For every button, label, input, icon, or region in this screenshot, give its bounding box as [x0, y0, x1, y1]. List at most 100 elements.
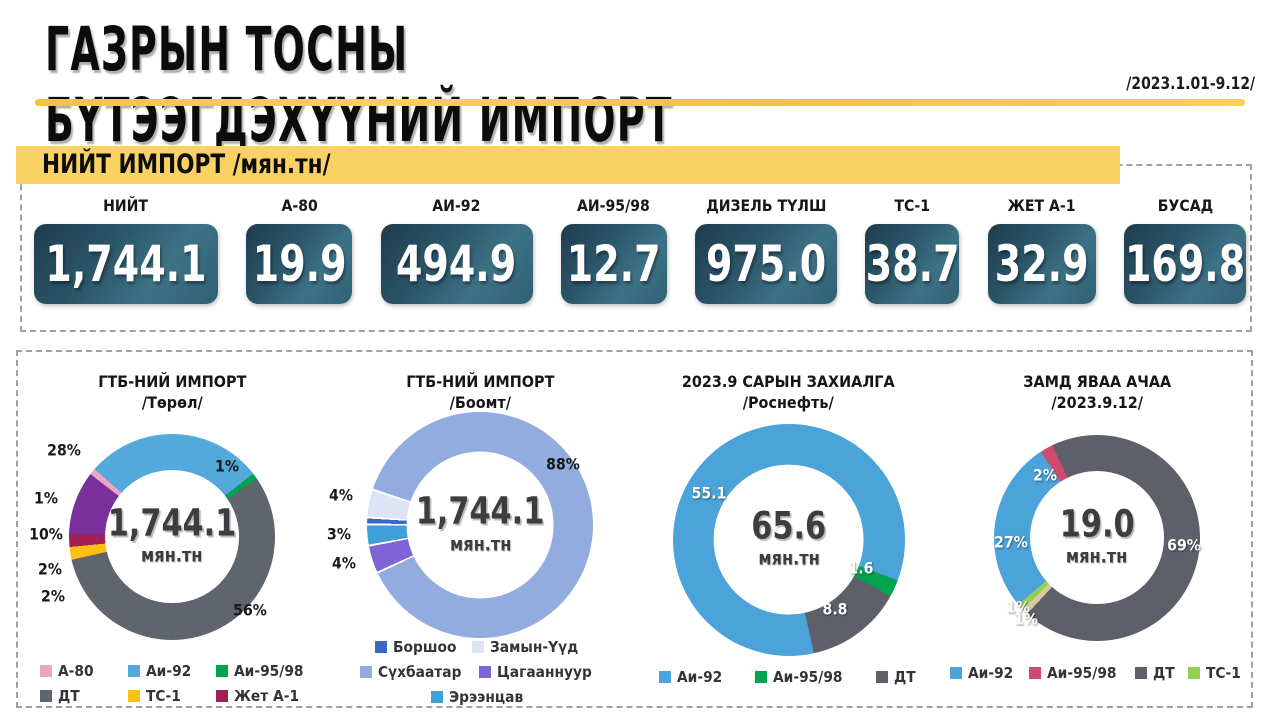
title-underline: [35, 99, 1245, 106]
stat-value: 19.9: [252, 235, 347, 293]
chart-title: ГТБ-НИЙ ИМПОРТ /Төрөл/: [98, 372, 246, 414]
donut-area: 19.0 мян.тн 2% 27% 69% 1% 1%: [962, 420, 1232, 656]
legend-item: Эрээнцав: [431, 688, 530, 706]
stat-card: 169.8: [1123, 224, 1246, 304]
chart-legend: Аи-92 Аи-95/98 ДТ: [659, 668, 917, 686]
stat-card: 975.0: [695, 224, 838, 304]
totals-header: НИЙТ ИМПОРТ /мян.тн/: [16, 146, 1120, 184]
stat-diesel: ДИЗЕЛЬ ТҮЛШ 975.0: [695, 196, 838, 304]
donut-slice-label: 28%: [47, 440, 81, 460]
legend-item: Аи-92: [949, 664, 1017, 682]
donut-area: 65.6 мян.тн 55.1 1.6 8.8: [639, 420, 939, 660]
legend-item: ДТ: [40, 687, 128, 705]
donut-center-text: 1,744.1 мян.тн: [94, 503, 251, 567]
chart-title-line2: /Төрөл/: [141, 392, 203, 412]
donut-center-value: 65.6: [751, 503, 827, 547]
legend-label: Замын-Үүд: [489, 638, 579, 656]
legend-label: ДТ: [894, 667, 916, 686]
donut-slice-label: 1%: [1005, 597, 1030, 616]
stat-ai9598: АИ-95/98 12.7: [560, 196, 667, 304]
donut-center-unit: мян.тн: [449, 532, 512, 555]
legend-item: ДТ: [1134, 663, 1177, 682]
stat-card: 19.9: [246, 224, 353, 304]
totals-unit: /мян.тн/: [232, 149, 331, 180]
chart-title-line1: 2023.9 САРЫН ЗАХИАЛГА: [682, 372, 896, 391]
donut-center-unit: мян.тн: [141, 544, 203, 567]
stat-label: БУСАД: [1157, 196, 1213, 215]
chart-title-line2: /2023.9.12/: [1051, 392, 1143, 412]
donut-slice-label: 2%: [1032, 465, 1057, 485]
legend-label: Эрээнцав: [449, 688, 524, 706]
stat-value: 38.7: [865, 235, 960, 293]
charts-section: ГТБ-НИЙ ИМПОРТ /Төрөл/ 1,744.1 мян.тн 28…: [16, 350, 1253, 708]
donut-slice-label: 88%: [546, 454, 581, 474]
legend-swatch: [1134, 666, 1147, 679]
legend-swatch: [949, 666, 962, 679]
stat-niit: НИЙТ 1,744.1: [34, 196, 218, 304]
chart-legend: Боршоо Замын-Үүд Сүхбаатар Цагааннуур Эрээнц…: [332, 638, 628, 706]
stat-label: АИ-95/98: [577, 196, 651, 215]
legend-item: Аи-92: [128, 662, 216, 680]
legend-label: ДТ: [58, 686, 80, 705]
totals-title: НИЙТ ИМПОРТ: [42, 149, 226, 180]
donut-slice-label: 2%: [40, 586, 65, 606]
chart-title-line2: /Боомт/: [449, 392, 512, 412]
donut-center-text: 1,744.1 мян.тн: [402, 491, 559, 555]
donut-slice-label: 8.8: [822, 599, 847, 619]
donut-slice-label: 27%: [993, 532, 1028, 552]
legend-label: Аи-95/98: [1046, 663, 1117, 682]
donut-slice-label: 56%: [233, 600, 267, 620]
chart-title-line1: ГТБ-НИЙ ИМПОРТ: [98, 372, 247, 391]
stat-value: 1,744.1: [45, 235, 207, 293]
donut-chart-import-by-type: ГТБ-НИЙ ИМПОРТ /Төрөл/ 1,744.1 мян.тн 28…: [18, 352, 326, 706]
stat-value: 494.9: [396, 235, 517, 293]
donut-center-unit: мян.тн: [757, 547, 820, 570]
donut-slice-label: 1%: [215, 456, 240, 476]
donut-slice-label: 4%: [328, 485, 353, 505]
legend-label: Аи-95/98: [234, 661, 304, 680]
stat-card: 1,744.1: [34, 224, 218, 304]
totals-stats-row: НИЙТ 1,744.1 А-80 19.9 АИ-92 494.9 АИ-95…: [34, 196, 1246, 304]
donut-slice-label: 55.1: [691, 483, 726, 503]
legend-item: Аи-95/98: [754, 668, 849, 686]
legend-label: ДТ: [1152, 663, 1175, 682]
donut-center-text: 19.0 мян.тн: [1029, 504, 1164, 568]
donut-slice-label: 69%: [1166, 535, 1201, 555]
stat-card: 494.9: [380, 224, 533, 304]
donut-ring: [993, 434, 1200, 641]
date-range: /2023.1.01-9.12/: [1126, 74, 1255, 94]
stat-label: ДИЗЕЛЬ ТҮЛШ: [706, 196, 827, 215]
stat-label: ЖЕТ А-1: [1007, 196, 1076, 215]
legend-label: А-80: [58, 661, 94, 680]
legend-swatch: [1188, 666, 1201, 679]
legend-item: Сүхбаатар: [360, 663, 469, 681]
legend-label: ТС-1: [1206, 663, 1241, 682]
legend-item: Жет А-1: [216, 687, 304, 705]
chart-title: 2023.9 САРЫН ЗАХИАЛГА /Роснефть/: [682, 372, 895, 414]
chart-legend: Аи-92 Аи-95/98 ДТ ТС-1: [949, 663, 1244, 682]
stat-value: 12.7: [566, 235, 661, 293]
legend-swatch: [754, 670, 767, 683]
page-title: ГАЗРЫН ТОСНЫ БҮТЭЭГДЭХҮҮНИЙ ИМПОРТ: [45, 14, 673, 156]
legend-item: Аи-92: [659, 668, 726, 686]
legend-label: Аи-92: [677, 667, 723, 686]
stat-ts1: ТС-1 38.7: [865, 196, 960, 304]
donut-center-text: 65.6 мян.тн: [714, 503, 864, 570]
legend-label: ТС-1: [146, 686, 181, 705]
legend-label: Цагааннуур: [497, 663, 593, 681]
donut-area: 1,744.1 мян.тн 28% 1% 1% 10% 2% 2% 56%: [29, 420, 307, 654]
legend-label: Жет А-1: [234, 686, 300, 705]
donut-slice-label: 1.6: [848, 558, 874, 578]
donut-ring: [672, 423, 905, 656]
legend-swatch: [659, 670, 672, 683]
legend-item: ТС-1: [1188, 664, 1244, 682]
legend-swatch: [40, 664, 53, 677]
donut-slice-label: 3%: [327, 524, 352, 544]
legend-swatch: [128, 689, 141, 702]
donut-center-unit: мян.тн: [1066, 545, 1128, 568]
totals-header-label: НИЙТ ИМПОРТ /мян.тн/: [42, 146, 330, 184]
stat-value: 975.0: [706, 235, 827, 293]
chart-title-line2: /Роснефть/: [743, 392, 835, 412]
legend-label: Сүхбаатар: [378, 663, 462, 681]
